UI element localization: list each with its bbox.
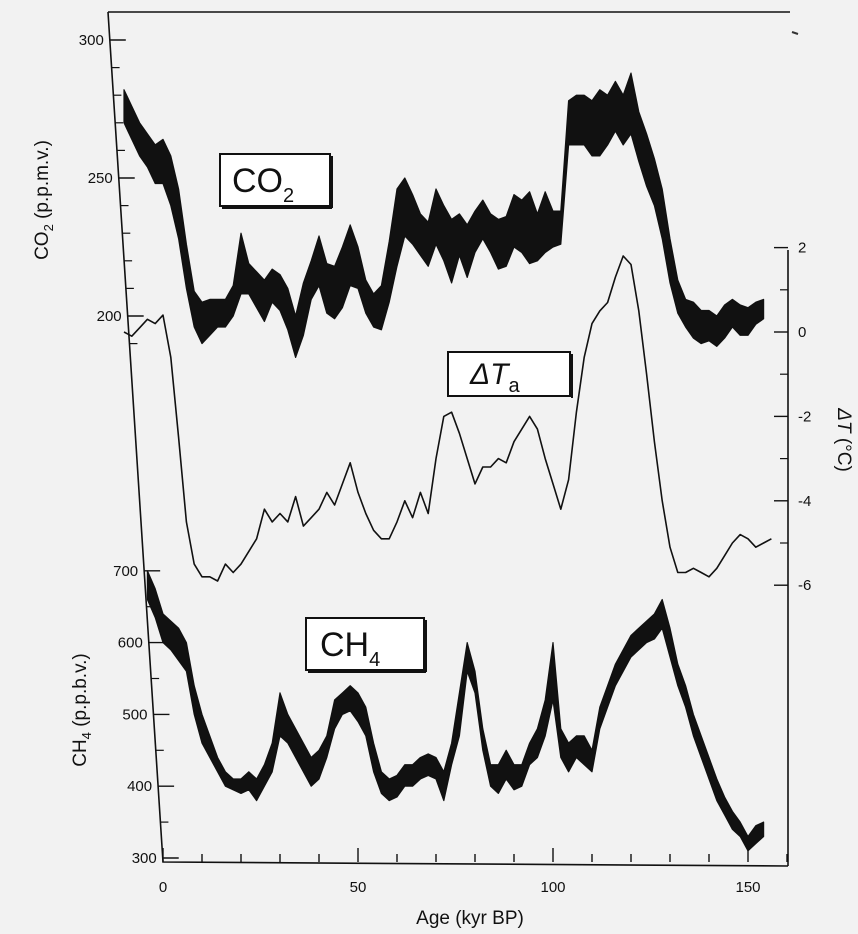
dt-y-tick-label: -2 <box>798 408 811 425</box>
co2-label-main: CO <box>232 162 283 200</box>
x-tick-label: 50 <box>350 879 367 896</box>
dt-axis-title: ΔT (°C) <box>833 407 854 472</box>
ch4-y-tick-label: 600 <box>118 635 143 652</box>
co2-band <box>123 72 765 358</box>
co2-label-sub: 2 <box>283 185 294 207</box>
axis-layer: 200 250 300 300 400 500 600 700 2 0 -2 -4 -6 0 50 100 15… <box>79 32 812 896</box>
dta-label-box: ΔTa <box>447 351 573 398</box>
co2-y-tick-label: 300 <box>79 32 104 49</box>
ch4-label-sub: 4 <box>369 649 380 671</box>
ch4-label-box: CH4 <box>305 617 427 673</box>
svg-text:CO2: CO2 <box>232 162 294 207</box>
x-tick-label: 150 <box>735 879 760 896</box>
x-tick-label: 0 <box>159 879 167 896</box>
scan-speck <box>791 31 799 35</box>
dta-label-main: ΔT <box>469 358 511 391</box>
dt-y-tick-label: -4 <box>798 493 811 510</box>
co2-axis-title: CO2 (p.p.m.v.) <box>32 140 56 260</box>
co2-y-tick-label: 200 <box>97 308 122 325</box>
ch4-y-tick-label: 500 <box>122 706 147 723</box>
co2-y-tick-label: 250 <box>88 170 113 187</box>
ch4-y-tick-label: 700 <box>113 563 138 580</box>
dt-y-tick-label: 2 <box>798 240 806 257</box>
svg-text:ΔTa: ΔTa <box>469 358 520 397</box>
ch4-band <box>146 570 765 852</box>
dt-y-tick-label: -6 <box>798 577 811 594</box>
dta-label-sub: a <box>508 375 520 397</box>
dt-line <box>123 255 772 582</box>
svg-text:CH4: CH4 <box>320 626 380 671</box>
ch4-y-tick-label: 400 <box>127 778 152 795</box>
co2-label-box: CO2 <box>219 153 333 209</box>
ch4-label-main: CH <box>320 626 369 664</box>
ch4-y-tick-label: 300 <box>132 850 157 867</box>
x-tick-label: 100 <box>540 879 565 896</box>
x-axis-title: Age (kyr BP) <box>416 908 524 929</box>
ch4-axis-title: CH4 (p.p.b.v.) <box>70 653 94 767</box>
dt-y-tick-label: 0 <box>798 324 806 341</box>
series-layer <box>123 72 772 852</box>
